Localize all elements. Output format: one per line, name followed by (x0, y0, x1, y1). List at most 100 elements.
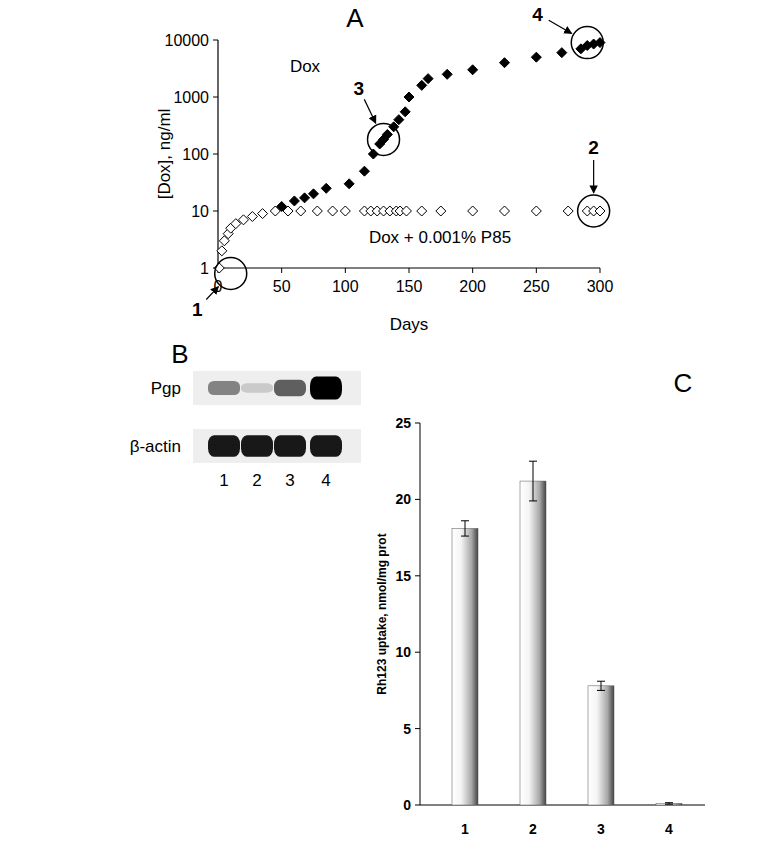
row-label: Pgp (151, 379, 181, 398)
y-tick-label: 100 (182, 146, 209, 163)
bar (656, 803, 682, 805)
point (321, 183, 331, 193)
x-axis-label: Days (390, 315, 429, 334)
point (217, 246, 227, 256)
x-tick-label: 50 (273, 278, 291, 295)
point (270, 206, 280, 216)
x-tick (600, 268, 601, 273)
point (300, 193, 310, 203)
x-tick-label: 100 (332, 278, 359, 295)
point (400, 107, 410, 117)
panel-label: B (171, 339, 188, 369)
point (563, 206, 573, 216)
point (289, 196, 299, 206)
series-label: Dox (290, 57, 321, 76)
blot-strip (193, 371, 361, 405)
x-tick (536, 268, 537, 273)
figure: A110100100010000050100150200250300Days[D… (0, 0, 773, 856)
annotation-circle (368, 123, 400, 155)
point (531, 206, 541, 216)
x-tick (409, 268, 410, 273)
point (247, 212, 257, 222)
point (309, 189, 319, 199)
error-cap (529, 500, 537, 501)
x-tick (345, 268, 346, 273)
annotation-label: 3 (353, 78, 364, 99)
point (500, 206, 510, 216)
panel-a: A110100100010000050100150200250300Days[D… (155, 3, 613, 334)
error-cap (597, 690, 605, 691)
point (417, 80, 427, 90)
annotation-label: 2 (588, 137, 599, 158)
error-cap (597, 681, 605, 682)
error-line (465, 521, 466, 536)
point (404, 92, 414, 102)
y-tick-label: 1000 (173, 89, 209, 106)
band (241, 383, 273, 392)
x-tick (472, 268, 473, 273)
error-cap (529, 461, 537, 462)
x-tick-label: 250 (523, 278, 550, 295)
x-tick-label: 3 (597, 821, 605, 837)
y-tick-label: 15 (395, 568, 411, 584)
band (310, 435, 342, 456)
y-tick (415, 805, 420, 806)
error-line (533, 461, 534, 501)
point (344, 179, 354, 189)
marks (214, 38, 605, 273)
point (258, 209, 268, 219)
blot-strip (193, 429, 361, 463)
point (417, 206, 427, 216)
lane-label: 1 (219, 471, 228, 490)
x-tick-label: 150 (396, 278, 423, 295)
error-cap (665, 804, 673, 805)
point (401, 206, 411, 216)
point (595, 206, 605, 216)
lane-label: 3 (285, 471, 294, 490)
y-tick (213, 97, 218, 98)
y-tick-label: 25 (395, 415, 411, 431)
y-tick-label: 5 (403, 721, 411, 737)
y-tick (415, 652, 420, 653)
band (241, 435, 273, 456)
point (394, 115, 404, 125)
y-axis-label: [Dox], ng/ml (155, 109, 174, 200)
point (500, 58, 510, 68)
y-axis (420, 423, 421, 805)
x-tick (281, 268, 282, 273)
y-tick (213, 154, 218, 155)
annotation-label: 1 (192, 299, 203, 320)
error-cap (461, 520, 469, 521)
panel-label: C (674, 368, 693, 398)
point (442, 69, 452, 79)
point (423, 74, 433, 84)
marks (452, 461, 682, 805)
y-tick (415, 423, 420, 424)
lane-label: 4 (321, 471, 330, 490)
x-tick-label: 1 (461, 821, 469, 837)
point (340, 206, 350, 216)
point (328, 206, 338, 216)
error-bar (461, 521, 469, 536)
row-label: β-actin (130, 437, 181, 456)
point (382, 129, 392, 139)
annotation-arrow (593, 160, 594, 193)
bar (520, 481, 546, 805)
y-tick (415, 728, 420, 729)
point (359, 166, 369, 176)
y-axis-label: Rh123 uptake, nmol/mg prot (375, 533, 389, 694)
band (208, 381, 240, 395)
point (283, 206, 293, 216)
y-tick (213, 211, 218, 212)
panel-c: C0510152025Rh123 uptake, nmol/mg prot123… (375, 368, 705, 837)
panel-b: B Pgp β-actin 1 2 3 4 (130, 339, 361, 490)
bar (452, 528, 478, 805)
x-tick-label: 4 (665, 821, 673, 837)
band (208, 435, 240, 456)
point (531, 52, 541, 62)
x-tick-label: 300 (587, 278, 614, 295)
annotation-arrow (549, 20, 572, 33)
point (468, 206, 478, 216)
lane-label: 2 (252, 471, 261, 490)
y-tick-label: 10 (395, 644, 411, 660)
